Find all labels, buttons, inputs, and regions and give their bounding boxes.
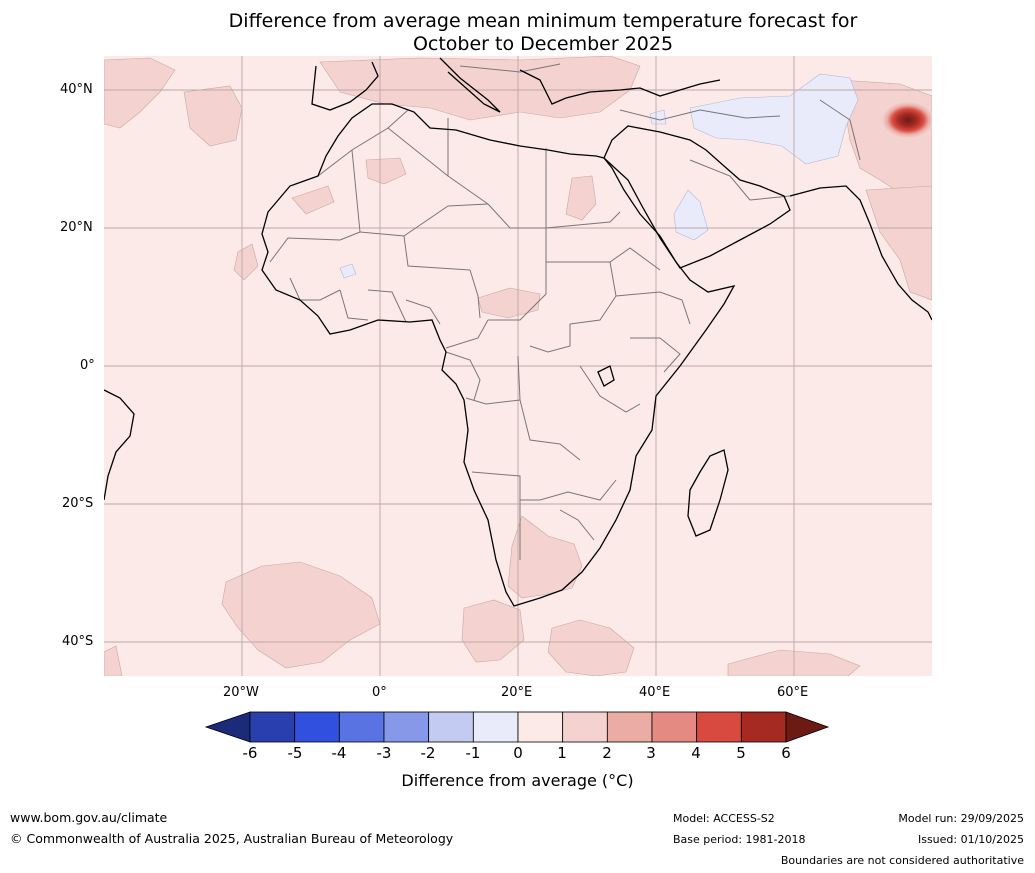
coastline-south-america: [104, 389, 135, 501]
coastline-africa: [261, 103, 736, 607]
colorbar-tick: -4: [331, 744, 347, 762]
lat-label-20n: 20°N: [60, 220, 93, 235]
colorbar-tick: 3: [646, 744, 656, 762]
warm-patch-atlantic-islands: [183, 85, 243, 147]
footer-disclaimer: Boundaries are not considered authoritat…: [780, 854, 1024, 867]
coastline-iberia: [311, 61, 379, 111]
cool-patch-iran: [689, 73, 859, 165]
footer-issued: Issued: 01/10/2025: [917, 833, 1024, 846]
warm-patch-indian-ocean-south: [547, 619, 635, 676]
warm-patch-india: [865, 185, 932, 301]
colorbar-tick: 6: [781, 744, 791, 762]
footer-url[interactable]: www.bom.gov.au/climate: [10, 810, 168, 825]
warm-patch-south-atlantic: [221, 561, 381, 669]
footer-copyright: © Commonwealth of Australia 2025, Austra…: [10, 831, 454, 846]
warm-patch-mauritania: [291, 185, 335, 215]
lon-label-60e: 60°E: [777, 685, 809, 700]
warm-patch-egypt: [565, 175, 597, 221]
country-borders: [269, 63, 861, 560]
footer-model-run: Model run: 29/09/2025: [898, 812, 1024, 825]
lat-label-20s: 20°S: [62, 496, 94, 511]
colorbar-label: Difference from average (°C): [401, 771, 634, 790]
colorbar-cell: [696, 711, 742, 743]
title-line-1: Difference from average mean minimum tem…: [228, 10, 858, 32]
footer-base-period: Base period: 1981-2018: [673, 833, 806, 846]
colorbar-tick: 4: [691, 744, 701, 762]
colorbar-cell: [740, 711, 787, 743]
cool-patch-arabia: [673, 189, 709, 241]
warm-patch-canary-west: [233, 243, 259, 281]
cool-patch-levant: [649, 109, 667, 125]
anomaly-patches: [104, 56, 932, 676]
colorbar-cell: [651, 711, 698, 743]
lat-label-0: 0°: [80, 358, 95, 373]
colorbar-tick: -1: [465, 744, 481, 762]
cool-patch-west-africa: [339, 263, 357, 279]
warm-patch-chad: [477, 287, 541, 319]
map-title: Difference from average mean minimum tem…: [0, 10, 1035, 56]
colorbar-tick: -6: [242, 744, 258, 762]
colorbar-cell: [338, 711, 385, 743]
coastline-italy: [439, 57, 501, 113]
lon-label-0: 0°: [372, 685, 387, 700]
warm-patch-cape: [461, 599, 525, 663]
colorbar-cell: [472, 711, 519, 743]
colorbar-tick: 2: [602, 744, 612, 762]
warm-patch-nw-atlantic: [104, 57, 176, 129]
colorbar-cell: [249, 711, 296, 743]
warm-patch-sw-corner: [104, 645, 123, 676]
colorbar-cell: [383, 711, 430, 743]
colorbar: [204, 711, 830, 743]
colorbar-cell: [294, 711, 340, 743]
colorbar-high-extension: [785, 711, 830, 743]
coastline-lake-victoria: [597, 365, 615, 387]
colorbar-tick: 0: [513, 744, 523, 762]
colorbar-tick: 5: [736, 744, 746, 762]
title-line-2: October to December 2025: [412, 33, 674, 55]
colorbar-cell: [517, 711, 564, 743]
colorbar-cell: [562, 711, 608, 743]
lon-label-20e: 20°E: [501, 685, 533, 700]
lat-label-40n: 40°N: [60, 82, 93, 97]
lon-label-20w: 20°W: [223, 685, 259, 700]
lon-label-40e: 40°E: [639, 685, 671, 700]
lat-label-40s: 40°S: [62, 634, 94, 649]
coastline-red-sea-arabia: [603, 125, 791, 269]
coastlines: [104, 57, 932, 607]
footer-model: Model: ACCESS-S2: [673, 812, 775, 825]
colorbar-tick: -3: [376, 744, 392, 762]
colorbar-low-extension: [204, 711, 251, 743]
colorbar-tick: -5: [287, 744, 303, 762]
colorbar-cell: [428, 711, 474, 743]
hot-spot-tibet: [882, 102, 932, 138]
colorbar-tick: 1: [557, 744, 567, 762]
coastline-madagascar: [687, 449, 729, 537]
colorbar-cells: [249, 711, 787, 743]
warm-patch-sahara-small: [365, 157, 407, 185]
colorbar-cell: [606, 711, 653, 743]
colorbar-tick: -2: [420, 744, 436, 762]
coastline-greece-turkey: [519, 69, 721, 105]
coastline-persian-gulf-india: [789, 185, 932, 321]
